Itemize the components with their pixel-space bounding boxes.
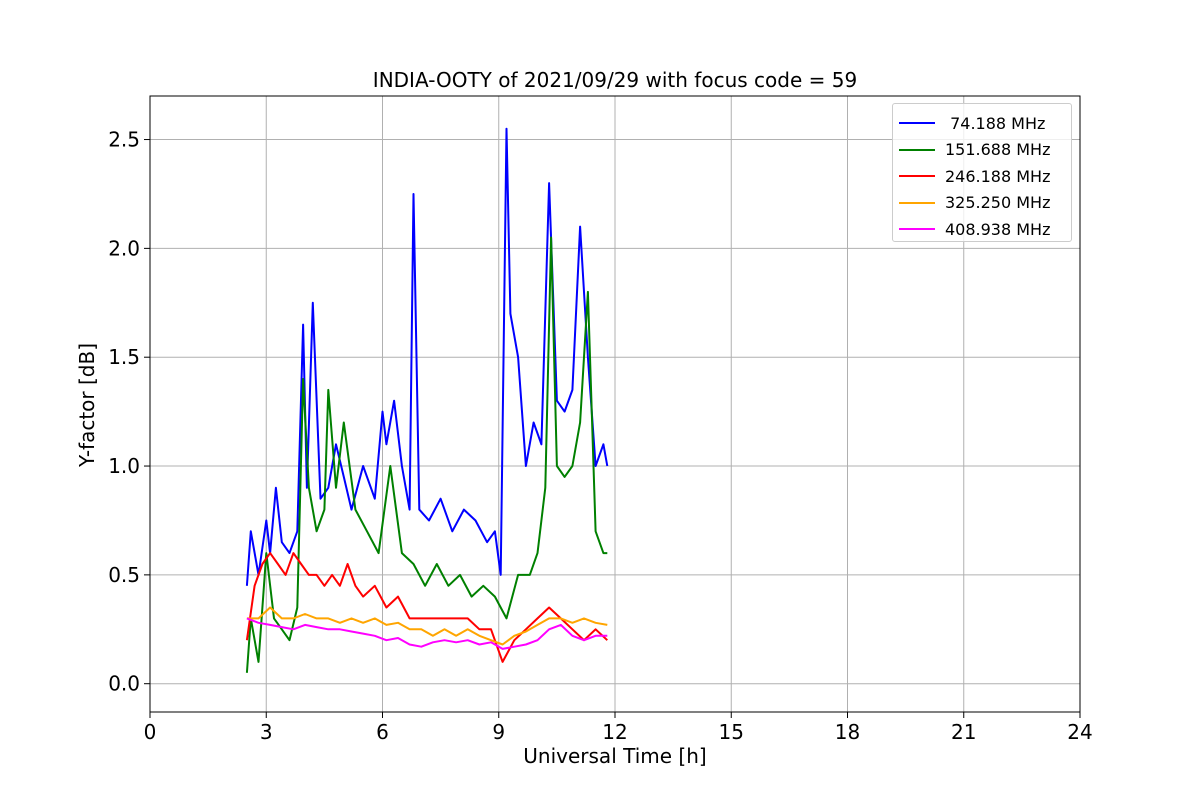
legend-label: 74.188 MHz <box>945 113 1046 133</box>
series-line-2 <box>245 552 608 663</box>
legend-swatch <box>899 175 935 178</box>
chart-title: INDIA-OOTY of 2021/09/29 with focus code… <box>373 68 857 92</box>
x-tick-label: 21 <box>951 720 976 744</box>
legend-item: 246.188 MHz <box>893 163 1071 190</box>
legend-item: 74.188 MHz <box>893 110 1071 137</box>
legend-swatch <box>899 148 935 151</box>
x-tick-label: 9 <box>492 720 505 744</box>
y-axis-label: Y-factor [dB] <box>75 343 99 468</box>
grid <box>149 96 1081 712</box>
series-line-0 <box>245 127 609 586</box>
series-line-3 <box>246 606 608 646</box>
series-line-4 <box>246 617 608 650</box>
series-line-1 <box>245 236 608 673</box>
x-tick-label: 3 <box>260 720 273 744</box>
x-axis-label: Universal Time [h] <box>523 744 706 768</box>
legend-swatch <box>899 228 935 231</box>
legend-label: 246.188 MHz <box>945 166 1051 186</box>
legend-label: 408.938 MHz <box>945 219 1051 239</box>
legend: 74.188 MHz 151.688 MHz 246.188 MHz 325.2… <box>892 103 1072 242</box>
x-tick-label: 6 <box>376 720 389 744</box>
legend-swatch <box>899 201 935 204</box>
legend-swatch <box>899 122 935 125</box>
legend-item: 408.938 MHz <box>893 216 1071 243</box>
x-tick-label: 18 <box>835 720 860 744</box>
legend-item: 325.250 MHz <box>893 190 1071 217</box>
series-layer <box>245 127 609 673</box>
y-tick-label: 0.0 <box>108 672 140 696</box>
y-tick-label: 1.5 <box>108 345 140 369</box>
ticks: 0 3 6 9 12 15 18 21 24 0.0 0.5 1.0 1.5 2.0 2.5 <box>108 128 1093 744</box>
y-tick-label: 2.5 <box>108 128 140 152</box>
legend-label: 325.250 MHz <box>945 193 1051 213</box>
legend-label: 151.688 MHz <box>945 140 1051 160</box>
y-tick-label: 2.0 <box>108 236 140 260</box>
legend-item: 151.688 MHz <box>893 137 1071 164</box>
x-tick-label: 24 <box>1067 720 1092 744</box>
x-tick-label: 15 <box>719 720 744 744</box>
x-tick-label: 0 <box>144 720 157 744</box>
y-tick-label: 0.5 <box>108 563 140 587</box>
y-tick-label: 1.0 <box>108 454 140 478</box>
x-tick-label: 12 <box>602 720 627 744</box>
